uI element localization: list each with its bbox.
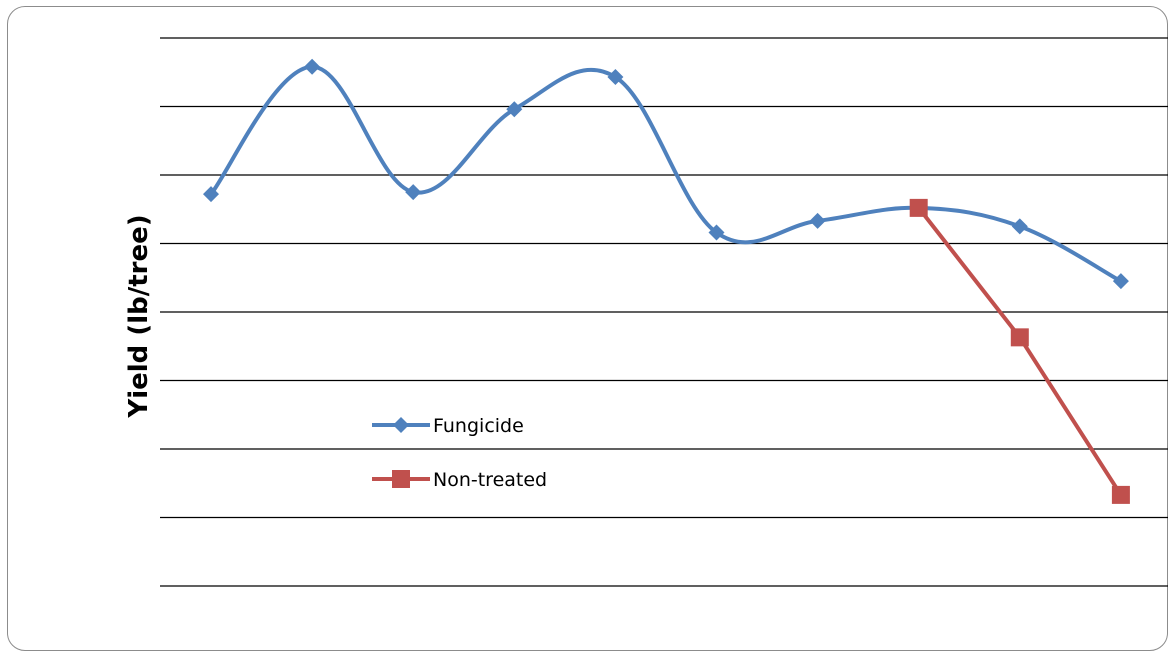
- data-point-fungicide: [1112, 273, 1129, 290]
- gridlines: [160, 37, 1168, 587]
- data-point-non-treated: [909, 198, 928, 217]
- legend-label: Non-treated: [433, 469, 547, 491]
- series-layer: [203, 58, 1130, 504]
- series-line-fungicide: [209, 64, 1123, 284]
- legend-item-fungicide: Fungicide: [372, 415, 524, 437]
- data-point-non-treated: [1010, 328, 1029, 347]
- y-axis-label: Yield (lb/tree): [124, 214, 154, 418]
- data-point-fungicide: [203, 186, 219, 203]
- series-line-non-treated: [916, 205, 1123, 497]
- data-point-fungicide: [809, 212, 826, 229]
- data-point-fungicide: [304, 58, 321, 75]
- legend: Fungicide Non-treated: [372, 415, 547, 491]
- data-point-fungicide: [405, 184, 422, 201]
- data-point-fungicide: [607, 69, 624, 86]
- legend-marker-non-treated: [392, 470, 410, 488]
- series-non-treated: [909, 198, 1130, 504]
- chart-frame: [7, 6, 1168, 651]
- legend-label: Fungicide: [433, 415, 524, 437]
- data-point-non-treated: [1111, 485, 1130, 504]
- data-point-fungicide: [708, 224, 725, 241]
- data-point-fungicide: [1011, 218, 1028, 235]
- data-point-fungicide: [506, 101, 523, 118]
- legend-marker-fungicide: [393, 417, 409, 433]
- series-fungicide: [203, 58, 1129, 290]
- legend-item-non-treated: Non-treated: [372, 469, 547, 491]
